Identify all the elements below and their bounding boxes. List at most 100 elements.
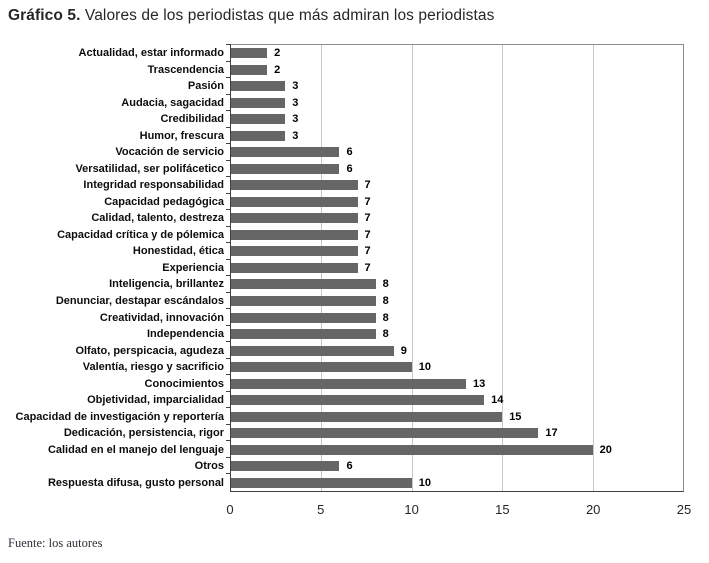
bar-row: Conocimientos 13 xyxy=(145,374,683,392)
bar-value-label: 14 xyxy=(491,394,504,407)
bar-row: Audacia, sagacidad 3 xyxy=(121,93,683,112)
category-label: Experiencia xyxy=(162,261,224,274)
category-label: Independencia xyxy=(146,328,224,341)
bar-value-label: 3 xyxy=(292,96,299,109)
bar-value-label: 13 xyxy=(473,377,486,390)
x-tick-label-20: 20 xyxy=(585,502,601,517)
category-label: Creatividad, innovación xyxy=(99,311,224,324)
bar-row: Calidad, talento, destreza 7 xyxy=(91,209,683,227)
bar xyxy=(231,411,503,422)
bar-row: Humor, frescura 3 xyxy=(140,126,683,145)
bar xyxy=(231,130,286,141)
source-note: Fuente: los autores xyxy=(8,536,103,550)
bar-row: Versatilidad, ser polifácetico 6 xyxy=(75,159,683,178)
category-label: Calidad, talento, destreza xyxy=(91,212,224,225)
bar xyxy=(231,114,286,125)
category-label: Credibilidad xyxy=(160,113,224,126)
gridline-15 xyxy=(502,45,504,491)
plot-area: Actualidad, estar informado 2 Trascenden… xyxy=(16,44,684,492)
x-tick-label-10: 10 xyxy=(404,502,419,517)
category-label: Objetividad, imparcialidad xyxy=(87,394,224,407)
category-label: Integridad responsabilidad xyxy=(83,179,224,192)
bar-row: Vocación de servicio 6 xyxy=(115,143,683,161)
bar-row: Independencia 8 xyxy=(147,324,683,343)
bar-row: Objetividad, imparcialidad 14 xyxy=(87,390,683,409)
category-label: Dedicación, persistencia, rigor xyxy=(63,427,224,440)
bar-row: Capacidad crítica y de pólemica 7 xyxy=(57,225,683,244)
bar-value-label: 6 xyxy=(346,162,353,175)
bar xyxy=(231,295,376,306)
bar xyxy=(231,246,358,257)
category-label: Valentía, riesgo y sacrificio xyxy=(82,361,224,374)
category-label: Conocimientos xyxy=(144,377,224,390)
category-label: Calidad en el manejo del lenguaje xyxy=(47,443,224,456)
chart-title-text: Valores de los periodistas que más admir… xyxy=(80,7,495,24)
bar xyxy=(231,395,485,406)
bar-chart: Actualidad, estar informado 2 Trascenden… xyxy=(0,42,709,563)
category-label: Versatilidad, ser polifácetico xyxy=(75,162,224,175)
x-tick-label-25: 25 xyxy=(676,502,692,517)
bar-value-label: 3 xyxy=(292,129,299,142)
bar-value-label: 3 xyxy=(292,80,299,93)
chart-title-prefix: Gráfico 5. xyxy=(8,7,81,24)
bar-row: Olfato, perspicacia, agudeza 9 xyxy=(75,341,683,359)
bar-value-label: 10 xyxy=(418,476,432,489)
bar-row: Respuesta difusa, gusto personal 10 xyxy=(48,473,683,491)
bar-row: Otros 6 xyxy=(195,456,683,475)
bar xyxy=(231,428,539,439)
bar-value-label: 7 xyxy=(364,212,371,225)
bar xyxy=(231,147,340,158)
bar-row: Calidad en el manejo del lenguaje 20 xyxy=(48,440,683,458)
category-label: Trascendencia xyxy=(147,63,224,76)
bar xyxy=(231,329,376,340)
bar-value-label: 2 xyxy=(274,63,281,76)
bar-value-label: 9 xyxy=(400,344,407,357)
category-label: Otros xyxy=(194,460,224,473)
bar-row: Actualidad, estar informado 2 xyxy=(79,44,683,62)
bar-value-label: 2 xyxy=(274,47,281,60)
bar-row: Capacidad de investigación y reportería … xyxy=(16,407,683,425)
bar xyxy=(231,81,286,92)
bar-row: Denunciar, destapar escándalos 8 xyxy=(56,291,683,310)
bar xyxy=(231,378,467,389)
bar-row: Credibilidad 3 xyxy=(160,110,683,128)
x-tick-label-5: 5 xyxy=(317,502,325,517)
category-label: Inteligencia, brillantez xyxy=(109,278,224,291)
category-label: Olfato, perspicacia, agudeza xyxy=(75,344,224,357)
bar xyxy=(231,180,358,191)
category-label: Audacia, sagacidad xyxy=(121,96,224,109)
bar-value-label: 6 xyxy=(346,460,353,473)
bar xyxy=(231,279,376,290)
chart-title: Gráfico 5. Valores de los periodistas qu… xyxy=(8,7,701,25)
bar-value-label: 7 xyxy=(364,228,371,241)
category-label: Humor, frescura xyxy=(139,129,224,142)
bar-value-label: 7 xyxy=(364,179,371,192)
bar xyxy=(231,444,593,455)
bar-value-label: 7 xyxy=(364,261,371,274)
category-label: Capacidad crítica y de pólemica xyxy=(57,228,224,241)
bar xyxy=(231,64,268,75)
gridline-10 xyxy=(411,45,413,491)
x-tick-label-0: 0 xyxy=(226,502,234,517)
bar-value-label: 15 xyxy=(509,410,522,423)
x-axis: 0 5 10 15 20 25 xyxy=(226,502,691,520)
bar-row: Inteligencia, brillantez 8 xyxy=(109,275,683,293)
bar xyxy=(231,97,286,108)
category-label: Respuesta difusa, gusto personal xyxy=(47,476,224,489)
bar-value-label: 17 xyxy=(545,427,558,440)
category-label: Actualidad, estar informado xyxy=(78,47,224,60)
category-label: Capacidad pedagógica xyxy=(104,195,224,208)
bar-row: Integridad responsabilidad 7 xyxy=(83,176,683,194)
category-label: Denunciar, destapar escándalos xyxy=(55,294,224,307)
bar-value-label: 8 xyxy=(382,328,389,341)
bar xyxy=(231,196,358,207)
bar-value-label: 6 xyxy=(346,146,353,159)
bar xyxy=(231,48,268,59)
bar-row: Trascendencia 2 xyxy=(148,60,683,79)
category-label: Honestidad, ética xyxy=(132,245,224,258)
bar-value-label: 20 xyxy=(599,443,612,456)
bar-value-label: 8 xyxy=(382,311,389,324)
bar xyxy=(231,229,358,240)
bar-row: Honestidad, ética 7 xyxy=(133,242,683,260)
